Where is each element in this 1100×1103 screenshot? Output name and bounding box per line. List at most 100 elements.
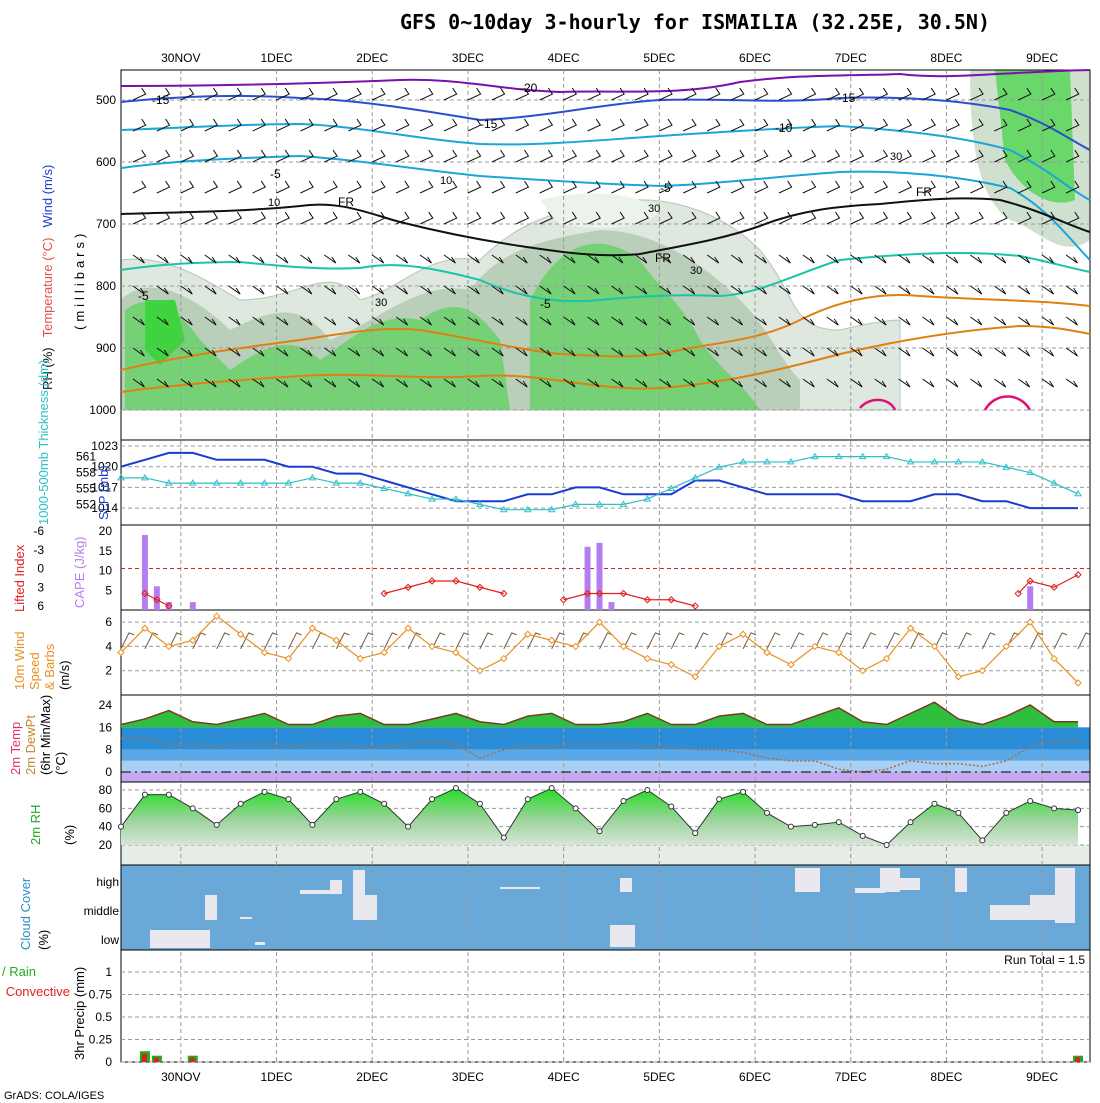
wind-barb xyxy=(611,149,625,163)
wind-barb xyxy=(300,316,313,326)
wind-barb xyxy=(515,254,528,264)
date-label-top: 4DEC xyxy=(548,51,580,65)
precip-tick-label: 0.75 xyxy=(89,988,113,1002)
wind-ylabel-part: Speed xyxy=(27,652,42,690)
date-label-bottom: 2DEC xyxy=(356,1070,388,1084)
upper-tick-label: 500 xyxy=(96,93,116,107)
wind-barb xyxy=(1041,378,1055,388)
cape-bar xyxy=(608,602,615,610)
slp-ylabel-right: SLP (mb) xyxy=(96,465,111,520)
wind-barb xyxy=(850,285,863,295)
wind-barb-10m xyxy=(718,632,733,650)
thickness-point xyxy=(452,495,460,502)
precip-tick-label: 1 xyxy=(105,965,112,979)
wind-speed-point xyxy=(380,648,388,657)
wind-barb xyxy=(874,316,887,326)
thickness-point xyxy=(906,457,915,465)
date-label-top: 30NOV xyxy=(161,51,200,65)
wind-barb-10m xyxy=(934,632,948,650)
wind-barb xyxy=(611,211,625,225)
wind-speed-point xyxy=(811,642,819,651)
wind-barb-10m xyxy=(288,632,302,650)
wind-barb xyxy=(539,254,552,264)
wind-barb xyxy=(300,285,313,295)
wind-barb xyxy=(587,118,601,132)
wind-barb xyxy=(563,211,578,225)
wind-barb xyxy=(348,254,361,264)
wind-barb xyxy=(659,347,672,357)
wind-barb xyxy=(730,118,745,132)
wind-barb xyxy=(874,211,889,225)
wind-barb xyxy=(180,211,195,225)
wind-barb xyxy=(300,378,313,388)
wind-barb xyxy=(348,211,362,225)
cloud-block xyxy=(500,887,540,889)
rh-ylabel: 2m RH (%) xyxy=(28,805,77,845)
wind-barb xyxy=(324,378,337,388)
upper-ylabel-part: Temperature (°C) xyxy=(40,238,55,338)
thickness-tick-label: 555 xyxy=(76,481,96,495)
wind-barb xyxy=(1017,347,1031,357)
wind-barb xyxy=(922,149,936,163)
wind-barb xyxy=(395,87,410,101)
wind-barb xyxy=(682,347,696,357)
li-point xyxy=(165,602,173,610)
wind-barb xyxy=(659,118,673,132)
cloud-ylabel-part: Cloud Cover xyxy=(18,877,33,950)
slp-tick-label: 1020 xyxy=(91,460,118,474)
rh-point xyxy=(811,821,818,828)
wind-barb xyxy=(754,118,769,132)
wind-barb xyxy=(946,378,959,388)
date-label-top: 2DEC xyxy=(356,51,388,65)
isotherm-label: -15 xyxy=(480,117,498,131)
wind-barb xyxy=(419,347,432,357)
thickness-point xyxy=(356,479,365,486)
cloud-block xyxy=(990,905,1030,920)
rh-point xyxy=(165,791,172,798)
wind-barb xyxy=(706,378,720,388)
wind-barb-10m xyxy=(168,632,183,650)
wind-barb xyxy=(898,118,913,132)
li-point xyxy=(153,596,161,604)
wind-barb xyxy=(180,347,193,357)
rh-point xyxy=(261,788,268,795)
wind-barb xyxy=(922,378,935,388)
isotherm-label: 30 xyxy=(690,265,702,277)
upper-ylabel-part: Wind (m/s) xyxy=(40,165,55,228)
cape-tick-label: 10 xyxy=(99,564,113,578)
li-point xyxy=(500,589,508,598)
temp-ylabel-part: (6hr Min/Max) xyxy=(38,695,53,775)
slp-line xyxy=(120,451,1079,510)
thickness-point xyxy=(523,505,532,513)
wind-barb xyxy=(706,149,721,163)
wind-barb xyxy=(180,118,195,132)
wind-barb xyxy=(276,180,290,194)
wind-barb xyxy=(826,347,839,357)
wind-barb xyxy=(706,347,720,357)
wind-barb xyxy=(635,87,649,101)
rh-point xyxy=(285,796,292,803)
wind-barb xyxy=(1065,254,1078,264)
wind-barb xyxy=(611,180,625,194)
wind-speed-point xyxy=(524,630,532,638)
wind-barb xyxy=(252,118,267,132)
wind-barb xyxy=(730,180,745,194)
cape-bar xyxy=(596,542,603,610)
wind-barb xyxy=(419,149,434,163)
wind-speed-point xyxy=(595,618,604,626)
wind-barb xyxy=(467,149,482,163)
thickness-tick-label: 558 xyxy=(76,466,96,480)
wind-barb xyxy=(946,316,959,326)
wind-speed-point xyxy=(571,642,580,651)
wind-speed-point xyxy=(763,648,771,657)
wind-barb xyxy=(563,316,576,326)
wind-barb xyxy=(922,118,936,132)
wind-barb-10m xyxy=(240,632,254,650)
cloud-block xyxy=(300,890,330,894)
li-tick-label: -3 xyxy=(33,543,44,557)
cape-bar xyxy=(584,546,591,610)
wind-barb xyxy=(994,378,1007,388)
wind-barb-10m xyxy=(120,632,135,650)
wind-barb xyxy=(180,316,193,326)
wind-speed-point xyxy=(500,654,508,663)
